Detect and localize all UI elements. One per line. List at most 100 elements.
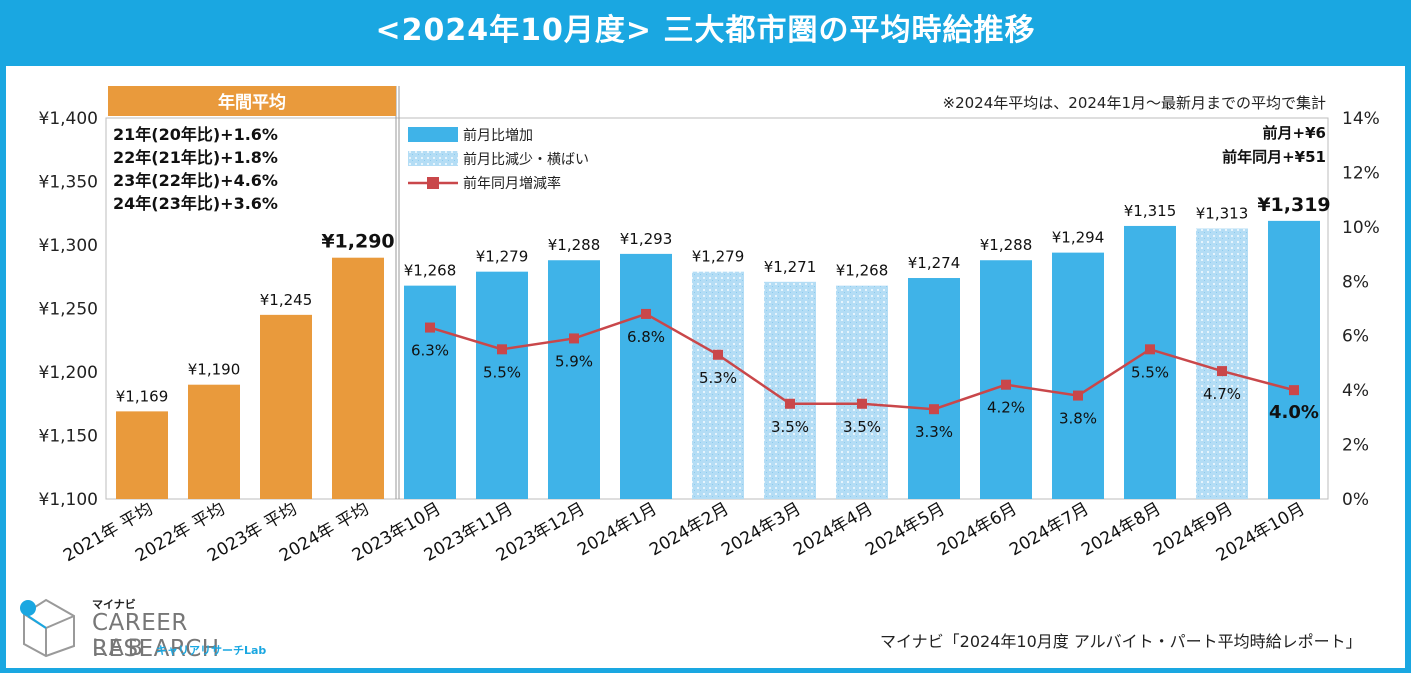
- y-tick-label: ¥1,250: [39, 300, 98, 320]
- summary-mom: 前月+¥6: [1263, 124, 1326, 142]
- yoy-rate-label: 4.0%: [1269, 402, 1319, 423]
- yoy-rate-marker: [857, 398, 867, 409]
- bar: [1124, 225, 1176, 499]
- bar-value-label: ¥1,315: [1124, 202, 1177, 220]
- x-tick-label: 2024年1月: [574, 499, 660, 560]
- yoy-rate-label: 5.5%: [483, 363, 521, 381]
- yoy-rate-label: 6.3%: [411, 342, 449, 360]
- bar-value-label: ¥1,271: [764, 258, 817, 276]
- bar-value-label: ¥1,279: [692, 248, 745, 266]
- logo-kana-text: キャリアリサーチLab: [156, 644, 267, 657]
- bar-value-label: ¥1,313: [1196, 204, 1249, 222]
- bar: [332, 257, 384, 499]
- legend-decrease-label: 前月比減少・横ばい: [463, 151, 589, 168]
- y-tick-label: ¥1,350: [39, 173, 98, 193]
- bar: [908, 278, 960, 499]
- bar-value-label: ¥1,290: [321, 231, 394, 253]
- bar: [764, 281, 816, 499]
- bar-value-label: ¥1,169: [116, 387, 169, 405]
- yoy-rate-label: 5.5%: [1131, 363, 1169, 381]
- y2-tick-label: 0%: [1342, 490, 1369, 510]
- y2-tick-label: 12%: [1342, 163, 1380, 183]
- bar: [620, 253, 672, 499]
- y2-tick-label: 14%: [1342, 109, 1380, 129]
- bar: [1052, 252, 1104, 499]
- legend-rate-marker: [427, 177, 439, 189]
- x-tick-label: 2024年4月: [790, 499, 876, 560]
- yoy-rate-marker: [425, 322, 435, 333]
- yoy-rate-marker: [785, 398, 795, 409]
- x-tick-label: 2024年2月: [646, 499, 732, 560]
- chart-title: <2024年10月度> 三大都市圏の平均時給推移: [375, 13, 1036, 48]
- legend-increase-swatch: [408, 127, 458, 142]
- y2-tick-label: 6%: [1342, 327, 1369, 347]
- source-note: マイナビ「2024年10月度 アルバイト・パート平均時給レポート」: [880, 632, 1362, 651]
- bar: [980, 260, 1032, 499]
- average-note: ※2024年平均は、2024年1月～最新月までの平均で集計: [943, 94, 1326, 112]
- bar: [476, 271, 528, 499]
- bar-value-label: ¥1,319: [1257, 194, 1330, 216]
- bar: [188, 384, 240, 499]
- yoy-rate-label: 4.2%: [987, 399, 1025, 417]
- x-tick-label: 2024年5月: [862, 499, 948, 560]
- yoy-rate-marker: [929, 404, 939, 415]
- bar: [836, 285, 888, 499]
- annual-note-2: 22年(21年比)+1.8%: [113, 148, 278, 167]
- yoy-rate-marker: [641, 308, 651, 319]
- legend-increase-label: 前月比増加: [463, 127, 533, 144]
- x-tick-label: 2024年6月: [934, 499, 1020, 560]
- yoy-rate-marker: [569, 333, 579, 344]
- bar: [260, 314, 312, 499]
- y2-tick-label: 8%: [1342, 272, 1369, 292]
- bar: [548, 260, 600, 499]
- y2-tick-label: 2%: [1342, 436, 1369, 456]
- annual-note-4: 24年(23年比)+3.6%: [113, 194, 278, 213]
- logo-lab-text: LAB: [92, 636, 147, 661]
- legend-rate-label: 前年同月増減率: [463, 175, 561, 192]
- yoy-rate-marker: [1289, 385, 1299, 396]
- yoy-rate-label: 6.8%: [627, 328, 665, 346]
- x-tick-label: 2024年8月: [1078, 499, 1164, 560]
- bar: [116, 411, 168, 499]
- bar: [1268, 220, 1320, 499]
- summary-yoy: 前年同月+¥51: [1222, 148, 1326, 166]
- yoy-rate-label: 5.9%: [555, 352, 593, 370]
- bar-value-label: ¥1,279: [476, 248, 529, 266]
- y-tick-label: ¥1,200: [39, 363, 98, 383]
- bar-value-label: ¥1,268: [404, 262, 457, 280]
- yoy-rate-marker: [497, 344, 507, 355]
- annual-header-bg: [108, 86, 396, 116]
- yoy-rate-label: 4.7%: [1203, 385, 1241, 403]
- y-tick-label: ¥1,150: [39, 427, 98, 447]
- bar-value-label: ¥1,274: [908, 254, 961, 272]
- yoy-rate-label: 3.5%: [771, 418, 809, 436]
- legend-decrease-swatch: [408, 151, 458, 166]
- y-tick-label: ¥1,100: [39, 490, 98, 510]
- logo-main-text: CAREER RESEARCH: [92, 610, 220, 662]
- y-tick-label: ¥1,400: [39, 109, 98, 129]
- logo: マイナビ CAREER RESEARCH LAB キャリアリサーチLab: [16, 596, 316, 662]
- bar-value-label: ¥1,268: [836, 262, 889, 280]
- bar-value-label: ¥1,288: [980, 236, 1033, 254]
- yoy-rate-marker: [1217, 366, 1227, 377]
- yoy-rate-marker: [1001, 379, 1011, 390]
- annual-note-3: 23年(22年比)+4.6%: [113, 171, 278, 190]
- x-tick-label: 2024年7月: [1006, 499, 1092, 560]
- yoy-rate-label: 3.5%: [843, 418, 881, 436]
- yoy-rate-marker: [713, 349, 723, 360]
- y-tick-label: ¥1,300: [39, 236, 98, 256]
- bar-value-label: ¥1,293: [620, 230, 673, 248]
- yoy-rate-label: 3.3%: [915, 423, 953, 441]
- yoy-rate-label: 3.8%: [1059, 410, 1097, 428]
- yoy-rate-marker: [1073, 390, 1083, 401]
- bar: [1196, 228, 1248, 500]
- bar: [692, 271, 744, 499]
- logo-cube-icon: [20, 598, 75, 658]
- y2-tick-label: 4%: [1342, 381, 1369, 401]
- yoy-rate-marker: [1145, 344, 1155, 355]
- logo-company: マイナビ: [92, 598, 136, 611]
- x-tick-label: 2024年3月: [718, 499, 804, 560]
- bar-value-label: ¥1,245: [260, 291, 313, 309]
